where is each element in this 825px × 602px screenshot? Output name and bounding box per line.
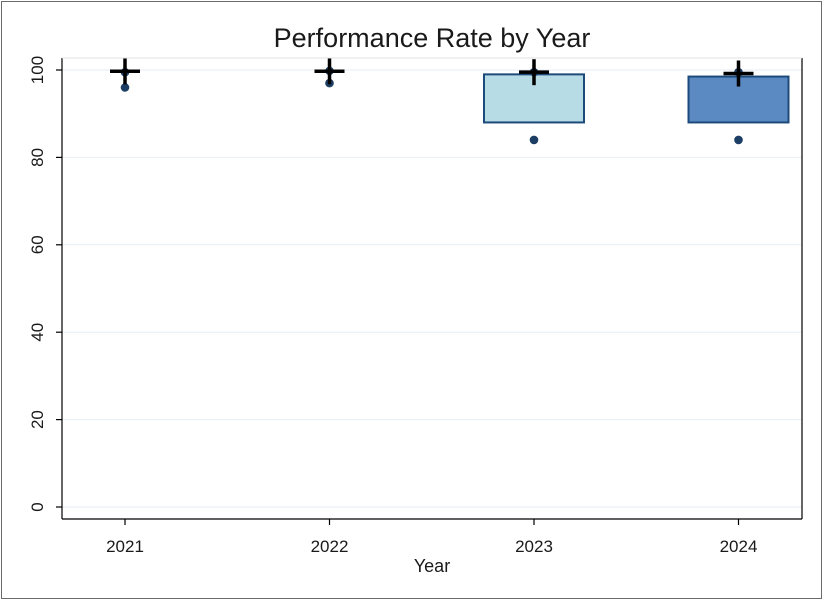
x-tick-label: 2024 [720, 537, 758, 556]
outlier-point [734, 135, 743, 145]
outlier-point [120, 83, 130, 92]
x-tick-label: 2022 [311, 537, 349, 556]
axes: 0 20 40 60 80 100 2021 2022 2023 2024 [28, 56, 803, 556]
y-tick-label: 100 [28, 56, 47, 84]
x-tick-label: 2021 [106, 537, 144, 556]
outlier-point [529, 135, 539, 145]
y-tick-label: 80 [28, 148, 47, 167]
y-tick-label: 20 [28, 410, 47, 429]
y-tick-label: 60 [28, 235, 47, 254]
chart-title: Performance Rate by Year [274, 23, 591, 53]
y-tick-label: 0 [28, 502, 47, 511]
boxes [110, 58, 790, 145]
y-tick-label: 40 [28, 323, 47, 342]
gridlines [62, 69, 802, 508]
x-tick-label: 2023 [515, 537, 553, 556]
x-axis-label: Year [414, 556, 450, 576]
